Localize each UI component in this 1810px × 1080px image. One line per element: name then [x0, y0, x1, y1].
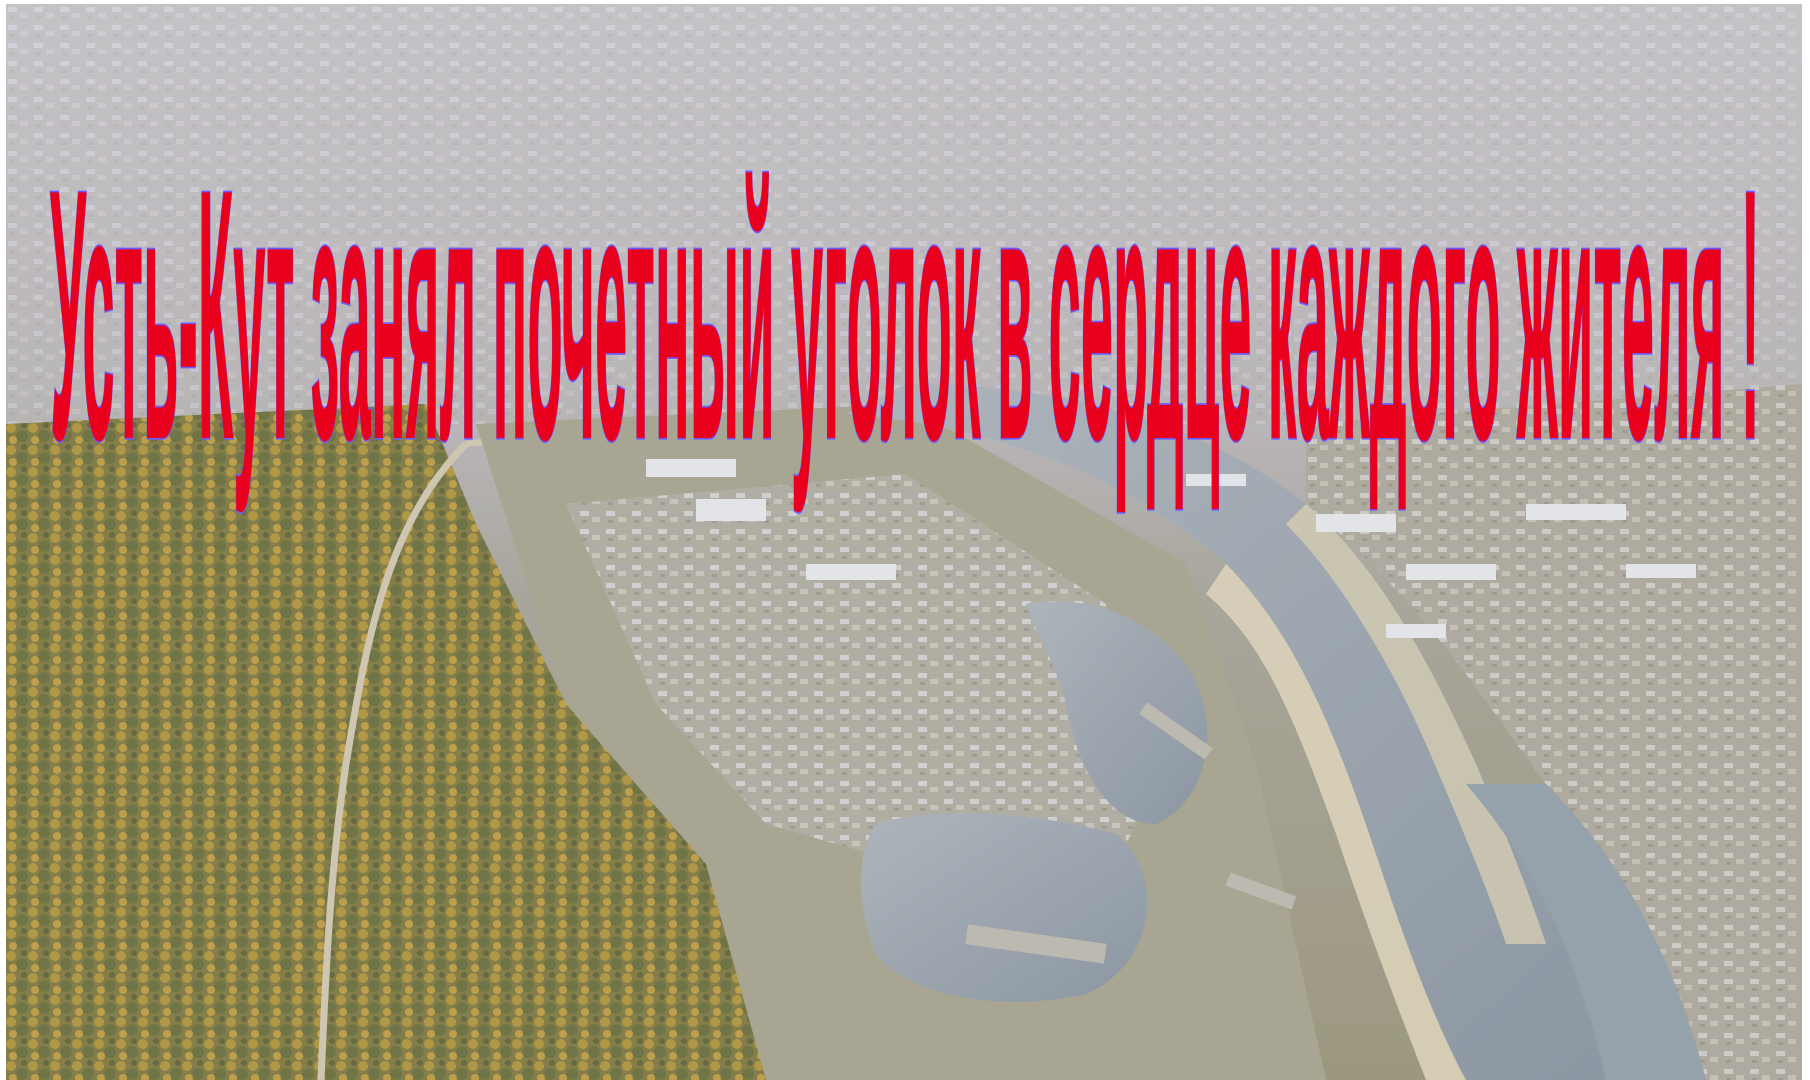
- slide-title: Усть-Кут занял почетный уголок в сердце …: [30, 0, 1780, 600]
- slide-title-text: Усть-Кут занял почетный уголок в сердце …: [50, 116, 1760, 516]
- aerial-town-photo: [6, 4, 1802, 1080]
